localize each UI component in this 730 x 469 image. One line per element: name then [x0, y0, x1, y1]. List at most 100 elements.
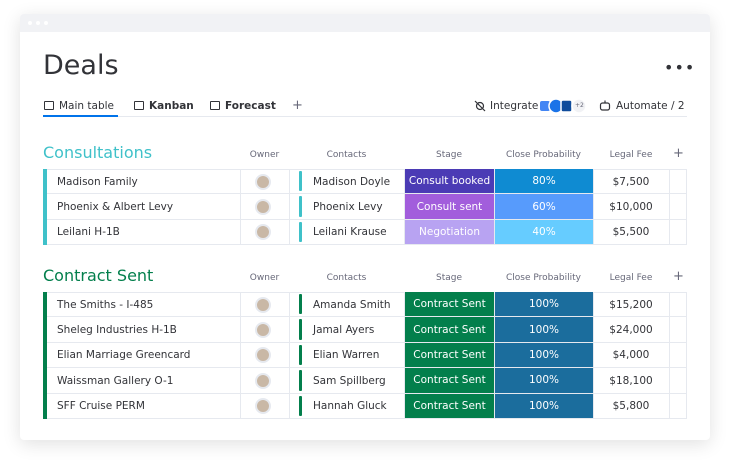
view-tab[interactable]: Forecast: [225, 100, 276, 112]
cell-divider: [240, 194, 241, 220]
row-divider: [47, 193, 687, 195]
legal-fee: $4,000: [612, 349, 650, 362]
column-header: Owner: [249, 150, 280, 160]
contact-color-bar: [299, 319, 302, 340]
contact-name[interactable]: Hannah Gluck: [313, 400, 387, 413]
cell-divider: [404, 169, 405, 195]
stage-status[interactable]: Contract Sent: [405, 342, 494, 368]
window-dot: [28, 21, 32, 25]
probability-status[interactable]: 80%: [495, 169, 593, 194]
cell-divider: [404, 194, 405, 220]
item-name[interactable]: Leilani H-1B: [57, 226, 120, 239]
item-name[interactable]: Elian Marriage Greencard: [57, 349, 191, 362]
active-tab-indicator: [43, 115, 118, 117]
cell-divider: [494, 219, 495, 246]
owner-avatar: [255, 173, 271, 190]
column-header: Contacts: [326, 150, 367, 160]
stage-status[interactable]: Contract Sent: [405, 292, 494, 317]
cell-divider: [289, 169, 290, 195]
contact-name[interactable]: Phoenix Levy: [313, 201, 383, 214]
cell-divider: [669, 169, 670, 195]
cell-divider: [494, 317, 495, 343]
legal-fee: $5,500: [612, 226, 650, 239]
view-tab[interactable]: Main table: [59, 100, 114, 112]
probability-status[interactable]: 100%: [495, 393, 593, 418]
stage-status[interactable]: Contract Sent: [405, 317, 494, 342]
column-header: Contacts: [326, 273, 367, 283]
contact-color-bar: [299, 395, 302, 416]
cell-divider: [240, 169, 241, 195]
add-view[interactable]: +: [292, 98, 303, 113]
probability-status[interactable]: 40%: [495, 219, 593, 245]
column-header: Stage: [435, 150, 462, 160]
item-name[interactable]: Phoenix & Albert Levy: [57, 201, 174, 214]
cell-divider: [289, 393, 290, 419]
contact-name[interactable]: Madison Doyle: [313, 175, 391, 188]
owner-avatar: [255, 296, 271, 313]
cell-divider: [289, 219, 290, 246]
stage-status[interactable]: Negotiation: [405, 219, 494, 245]
add-column[interactable]: +: [673, 269, 684, 284]
owner-avatar: [255, 398, 271, 415]
board-card: [20, 14, 710, 440]
cell-divider: [289, 368, 290, 394]
contact-name[interactable]: Elian Warren: [313, 349, 380, 362]
legal-fee: $5,800: [612, 400, 650, 413]
view-tab[interactable]: Kanban: [149, 100, 194, 112]
probability-status[interactable]: 100%: [495, 292, 593, 317]
item-name[interactable]: SFF Cruise PERM: [57, 400, 145, 413]
owner-avatar: [255, 224, 271, 241]
contact-color-bar: [299, 196, 302, 217]
owner-avatar: [255, 347, 271, 364]
cell-divider: [494, 393, 495, 419]
cell-divider: [404, 368, 405, 394]
contact-name[interactable]: Jamal Ayers: [313, 324, 375, 337]
contact-color-bar: [299, 344, 302, 366]
add-column[interactable]: +: [673, 146, 684, 161]
cell-divider: [404, 219, 405, 246]
probability-status[interactable]: 60%: [495, 194, 593, 219]
item-name[interactable]: Sheleg Industries H-1B: [57, 324, 177, 337]
cell-divider: [593, 393, 594, 419]
integrate-button[interactable]: Integrate: [490, 100, 539, 112]
group-title: Contract Sent: [43, 266, 154, 285]
legal-fee: $7,500: [612, 175, 650, 188]
contact-name[interactable]: Amanda Smith: [313, 298, 391, 311]
divider: [43, 116, 687, 117]
cell-divider: [404, 292, 405, 318]
owner-avatar: [255, 198, 271, 215]
item-name[interactable]: The Smiths - I-485: [57, 298, 154, 311]
stage-status[interactable]: Contract Sent: [405, 368, 494, 393]
probability-status[interactable]: 100%: [495, 342, 593, 368]
group-color-bar: [43, 292, 47, 419]
window-bar: [20, 14, 710, 32]
row-divider: [47, 316, 687, 318]
integration-logos: [540, 98, 587, 114]
automate-icon: [599, 100, 611, 111]
cell-divider: [669, 393, 670, 419]
item-name[interactable]: Waissman Gallery O-1: [57, 374, 174, 387]
stage-status[interactable]: Consult sent: [405, 194, 494, 219]
cell-divider: [404, 342, 405, 369]
cell-divider: [404, 393, 405, 419]
cell-divider: [593, 317, 594, 343]
cell-divider: [289, 342, 290, 369]
probability-status[interactable]: 100%: [495, 317, 593, 342]
group-title: Consultations: [43, 143, 153, 162]
contact-name[interactable]: Sam Spillberg: [313, 374, 386, 387]
contact-color-bar: [299, 294, 302, 315]
stage-status[interactable]: Contract Sent: [405, 393, 494, 418]
more-menu[interactable]: •••: [664, 58, 696, 77]
cell-divider: [593, 342, 594, 369]
probability-status[interactable]: 100%: [495, 368, 593, 393]
cell-divider: [240, 317, 241, 343]
stage-status[interactable]: Consult booked: [405, 169, 494, 194]
column-header: Owner: [249, 273, 280, 283]
cell-divider: [669, 368, 670, 394]
item-name[interactable]: Madison Family: [57, 175, 138, 188]
automate-button[interactable]: Automate / 2: [616, 100, 685, 112]
contact-name[interactable]: Leilani Krause: [313, 226, 387, 239]
group-color-bar: [43, 169, 47, 246]
cell-divider: [593, 292, 594, 318]
